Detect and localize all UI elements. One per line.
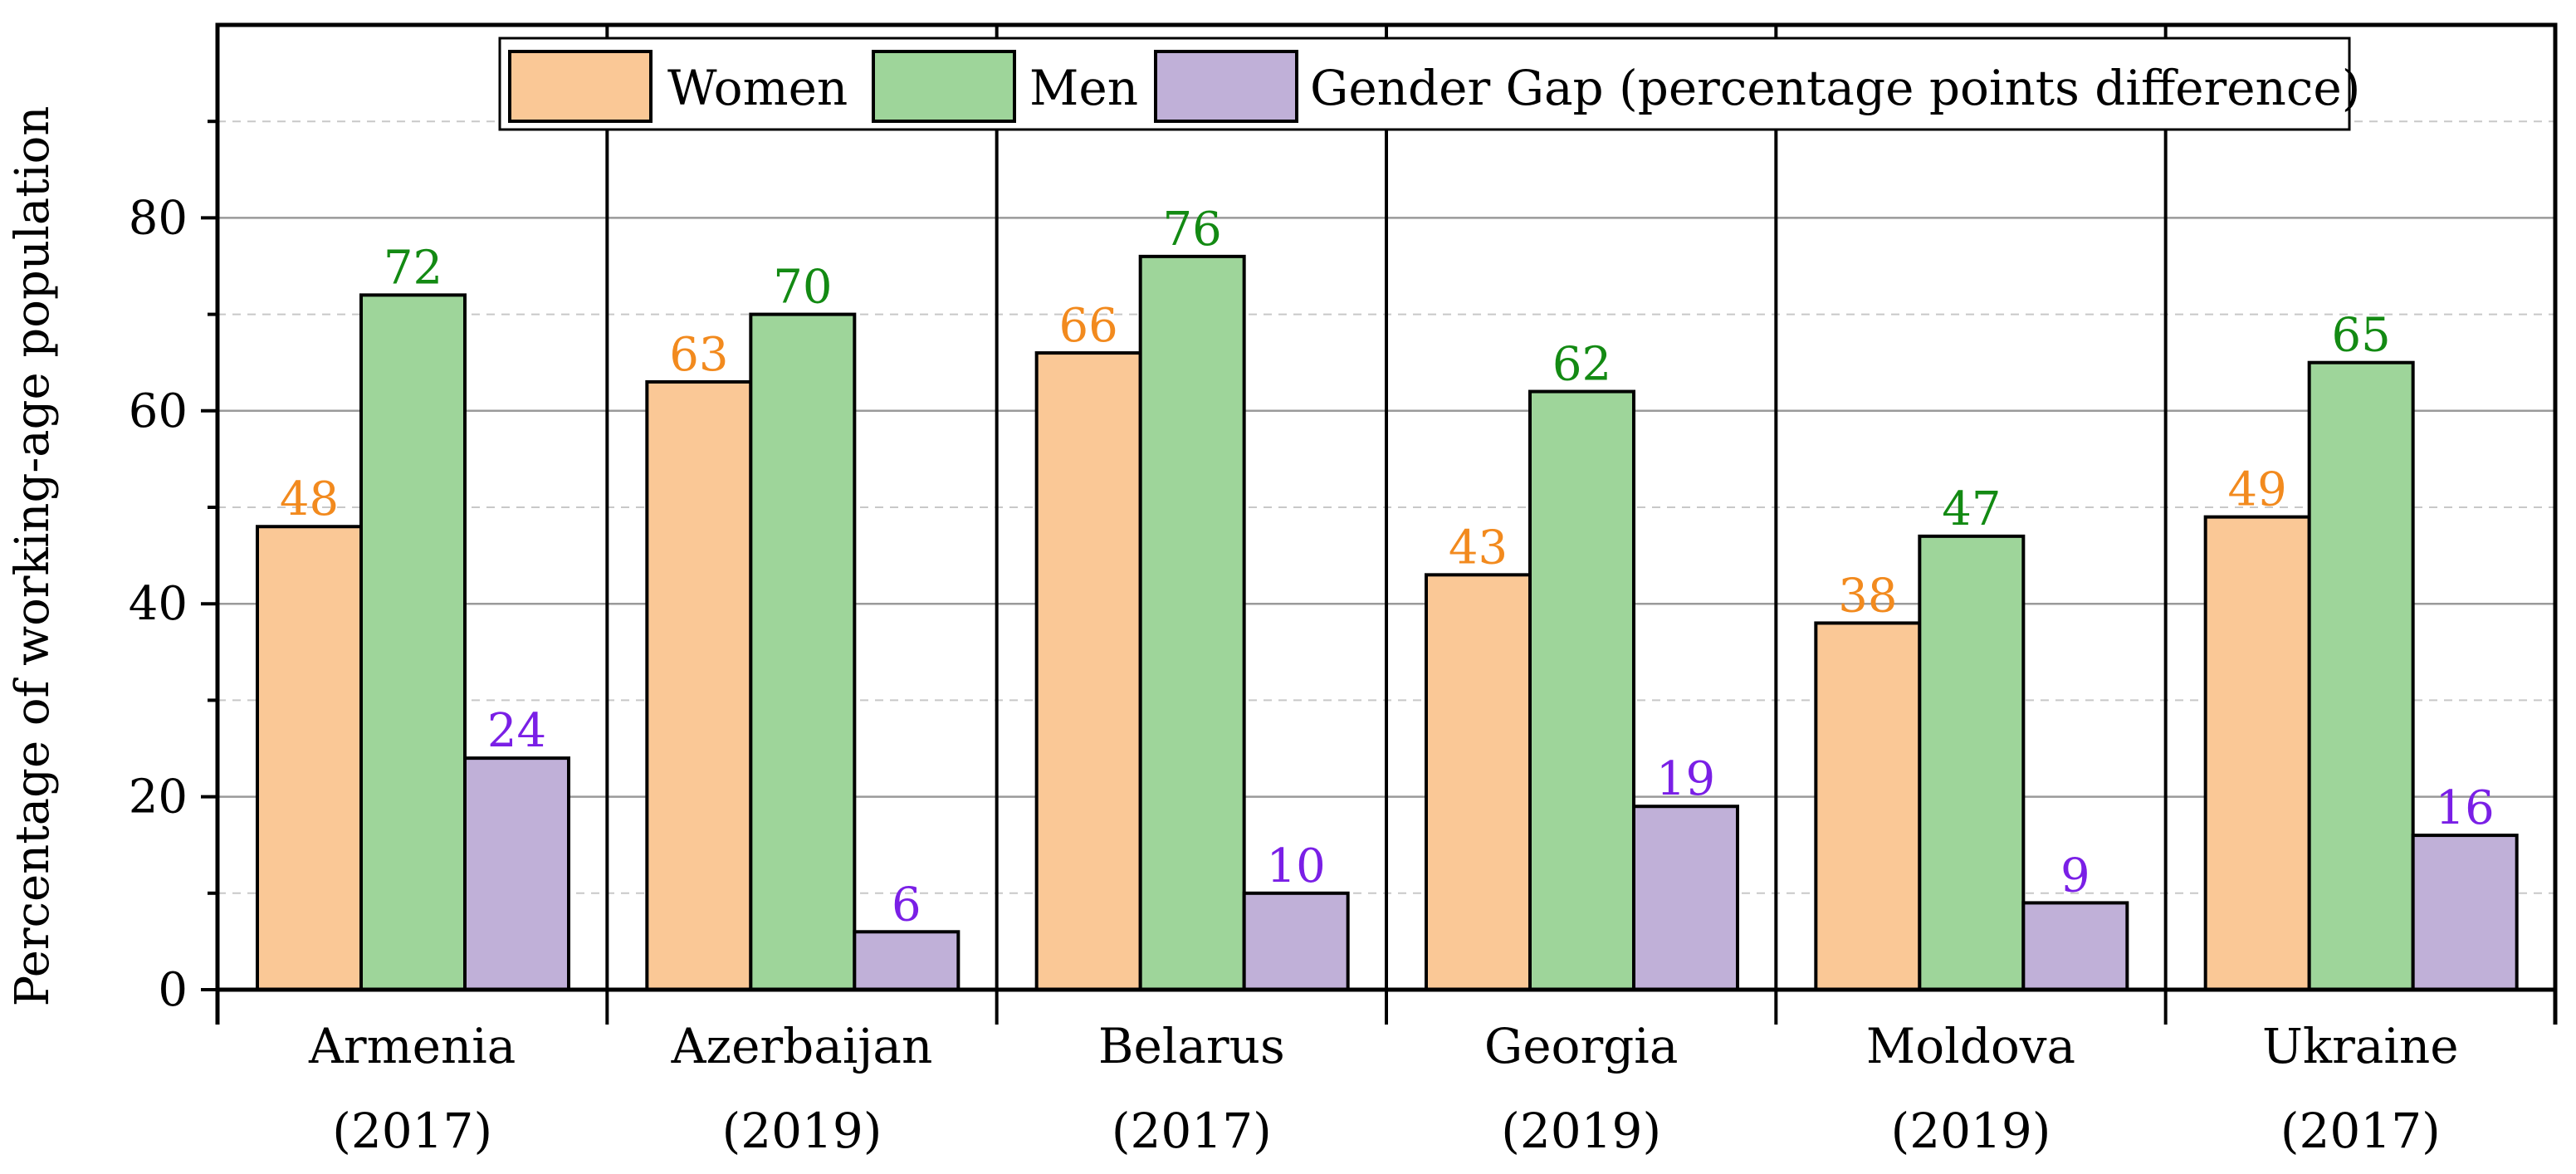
bar-gender-gap-armenia (463, 756, 570, 991)
bar-gender-gap-georgia (1632, 805, 1739, 991)
x-category-label: Azerbaijan (671, 1018, 933, 1074)
legend-swatch-gender-gap (1154, 50, 1298, 123)
bar-men-belarus (1138, 254, 1246, 991)
value-label-women-moldova: 38 (1838, 569, 1897, 623)
value-label-women-ukraine: 49 (2228, 463, 2287, 517)
x-category-label: Georgia (1484, 1018, 1679, 1074)
x-category-label: Belarus (1098, 1018, 1285, 1074)
bar-men-azerbaijan (749, 312, 857, 992)
value-label-gender-gap-ukraine: 16 (2436, 781, 2495, 835)
bar-women-ukraine (2203, 515, 2311, 991)
legend-label-gender-gap: Gender Gap (percentage points difference… (1310, 60, 2360, 116)
value-label-men-belarus: 76 (1163, 203, 1222, 257)
y-tick-label: 20 (129, 770, 188, 824)
value-label-women-belarus: 66 (1059, 299, 1118, 353)
axes: 0 20 40 60 80 Armenia (2017) Azerbaijan (2019) Be… (129, 120, 2558, 1159)
x-category-year: (2017) (332, 1103, 492, 1159)
x-category-year: (2019) (1501, 1103, 1661, 1159)
y-tick-label: 40 (129, 577, 188, 631)
y-tick-label: 0 (158, 963, 188, 1017)
bar-men-georgia (1528, 389, 1635, 991)
bar-women-moldova (1814, 621, 1922, 991)
x-category-year: (2017) (2280, 1103, 2441, 1159)
value-label-men-georgia: 62 (1552, 338, 1611, 392)
value-label-men-ukraine: 65 (2332, 309, 2391, 363)
x-category-year: (2019) (1891, 1103, 2051, 1159)
bar-men-ukraine (2307, 360, 2415, 991)
bar-gender-gap-belarus (1242, 891, 1350, 992)
value-label-gender-gap-georgia: 19 (1656, 752, 1715, 806)
value-label-gender-gap-azerbaijan: 6 (892, 878, 921, 932)
y-tick-label: 60 (129, 384, 188, 438)
legend-box (498, 37, 2351, 131)
legend: Women Men Gender Gap (percentage points di… (498, 37, 2360, 131)
x-category-label: Armenia (308, 1018, 516, 1074)
bar-gender-gap-moldova (2021, 901, 2129, 992)
x-category-year: (2017) (1112, 1103, 1272, 1159)
bar-women-belarus (1034, 351, 1142, 991)
legend-label-women: Women (667, 60, 848, 116)
legend-swatch-men (872, 50, 1016, 123)
x-category-label: Ukraine (2262, 1018, 2459, 1074)
bar-women-armenia (256, 525, 363, 991)
legend-swatch-women (508, 50, 653, 123)
y-axis-title: Percentage of working-age population (6, 106, 60, 1007)
value-label-men-armenia: 72 (384, 241, 442, 295)
value-label-women-georgia: 43 (1449, 521, 1508, 575)
y-tick-label: 80 (129, 191, 188, 245)
bar-gender-gap-ukraine (2411, 834, 2519, 992)
bar-men-moldova (1918, 534, 2026, 991)
value-label-women-azerbaijan: 63 (669, 328, 728, 382)
x-category-year: (2019) (722, 1103, 882, 1159)
value-label-gender-gap-belarus: 10 (1267, 839, 1326, 893)
bar-women-georgia (1425, 573, 1532, 992)
value-label-women-armenia: 48 (280, 472, 339, 526)
bar-women-azerbaijan (645, 379, 753, 991)
x-category-label: Moldova (1866, 1018, 2075, 1074)
legend-label-men: Men (1029, 60, 1138, 116)
bar-gender-gap-azerbaijan (853, 930, 961, 992)
value-label-gender-gap-armenia: 24 (487, 704, 546, 758)
bar-men-armenia (359, 293, 467, 991)
value-label-men-azerbaijan: 70 (773, 261, 832, 315)
value-label-men-moldova: 47 (1942, 482, 2001, 536)
value-label-gender-gap-moldova: 9 (2060, 849, 2090, 903)
